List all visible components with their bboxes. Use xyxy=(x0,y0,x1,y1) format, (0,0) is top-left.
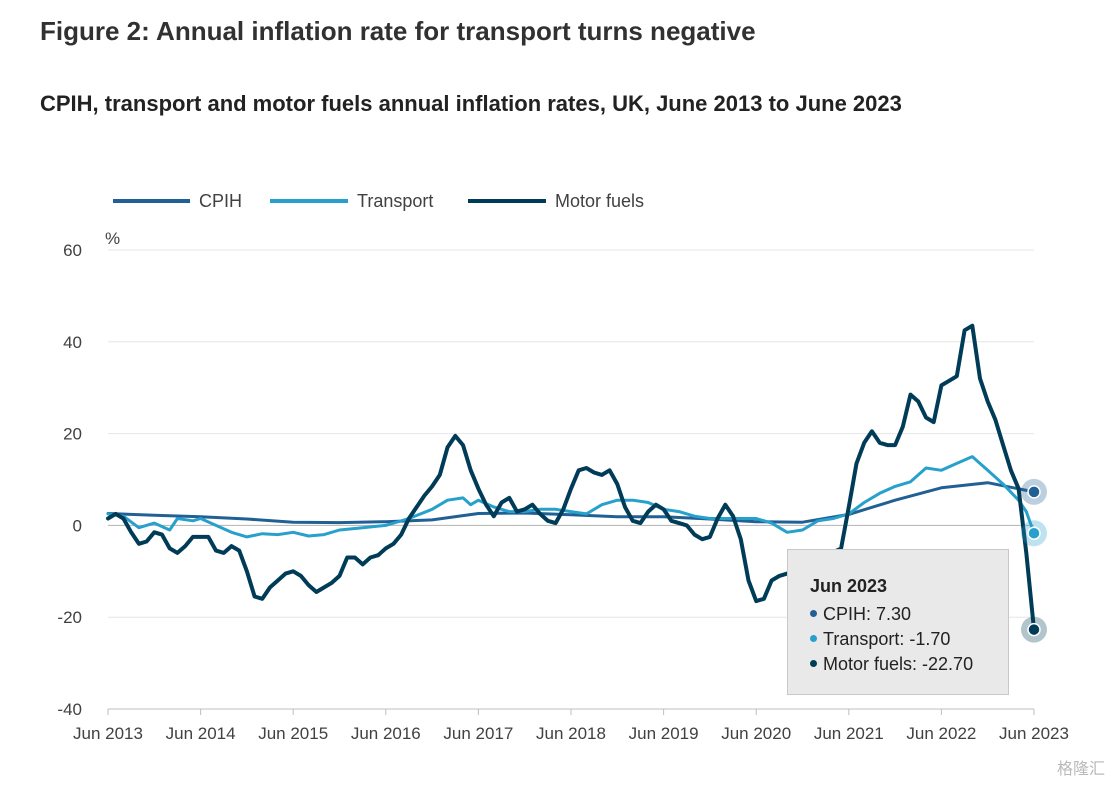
tooltip-row-transport: Transport: -1.70 xyxy=(810,627,1008,652)
x-tick-label: Jun 2013 xyxy=(73,724,143,743)
y-axis-unit: % xyxy=(105,229,120,248)
watermark-logo: 格隆汇 xyxy=(1056,761,1105,778)
series-line-transport xyxy=(106,455,1036,539)
figure-title: Figure 2: Annual inflation rate for tran… xyxy=(40,16,756,46)
x-tick-label: Jun 2017 xyxy=(443,724,513,743)
motor-fuels-dot-icon xyxy=(810,659,817,667)
x-tick-label: Jun 2021 xyxy=(814,724,884,743)
marker-motor_fuels xyxy=(1027,622,1041,637)
x-tick-label: Jun 2016 xyxy=(351,724,421,743)
cpih-dot-icon xyxy=(810,609,817,617)
y-tick-label: 40 xyxy=(63,333,82,352)
chart-title: CPIH, transport and motor fuels annual i… xyxy=(40,91,902,116)
legend-motor-fuels-label: Motor fuels xyxy=(555,191,644,211)
x-tick-label: Jun 2023 xyxy=(999,724,1069,743)
y-axis: 60 40 20 0 -20 -40 xyxy=(57,241,82,719)
x-axis: Jun 2013 Jun 2014 Jun 2015 Jun 2016 Jun 2017… xyxy=(73,708,1069,743)
x-tick-label: Jun 2015 xyxy=(258,724,328,743)
tooltip-row-motor-fuels: Motor fuels: -22.70 xyxy=(810,652,1008,677)
x-tick-label: Jun 2020 xyxy=(721,724,791,743)
tooltip-row-cpih: CPIH: 7.30 xyxy=(810,602,1008,627)
legend-cpih-label: CPIH xyxy=(199,191,242,211)
hover-markers xyxy=(1021,478,1047,643)
transport-dot-icon xyxy=(810,634,817,642)
y-tick-label: 60 xyxy=(63,241,82,260)
tooltip-cpih-value: CPIH: 7.30 xyxy=(823,604,912,624)
y-tick-label: -20 xyxy=(57,608,82,627)
series-line-motor_fuels xyxy=(106,323,1036,632)
legend: CPIH Transport Motor fuels xyxy=(113,191,644,211)
series-line-cpih xyxy=(106,481,1036,525)
marker-cpih xyxy=(1027,485,1041,499)
y-tick-label: -40 xyxy=(57,700,82,719)
tooltip-motor-fuels-value: Motor fuels: -22.70 xyxy=(823,654,974,674)
series-lines xyxy=(106,323,1036,632)
y-tick-label: 20 xyxy=(63,425,82,444)
y-tick-label: 0 xyxy=(73,516,82,535)
legend-transport-label: Transport xyxy=(357,191,433,211)
x-tick-label: Jun 2019 xyxy=(629,724,699,743)
marker-transport xyxy=(1027,526,1041,540)
x-tick-label: Jun 2018 xyxy=(536,724,606,743)
tooltip: Jun 2023 CPIH: 7.30 Transport: -1.70 Mot… xyxy=(787,549,1009,695)
tooltip-transport-value: Transport: -1.70 xyxy=(823,629,951,649)
tooltip-title: Jun 2023 xyxy=(810,576,888,596)
x-tick-label: Jun 2014 xyxy=(166,724,236,743)
x-tick-label: Jun 2022 xyxy=(906,724,976,743)
